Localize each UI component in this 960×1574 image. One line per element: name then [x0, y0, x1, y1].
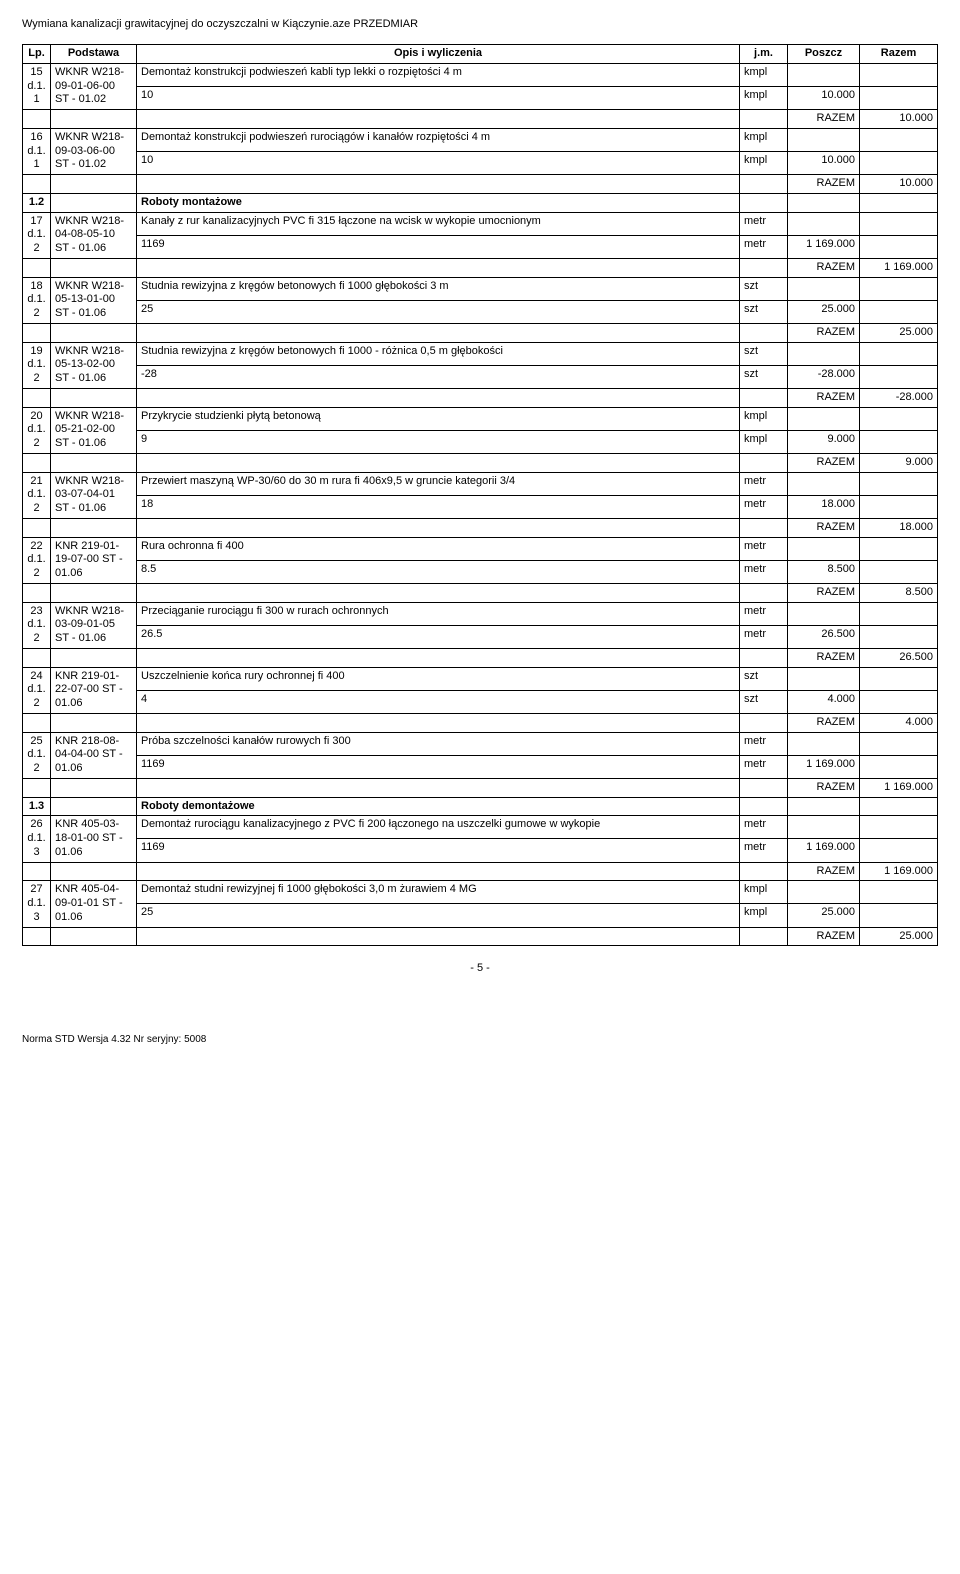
item-razem-row: RAZEM-28.000 [23, 388, 938, 407]
item-razem-row: RAZEM1 169.000 [23, 778, 938, 797]
item-row: 16 d.1. 1WKNR W218-09-03-06-00 ST - 01.0… [23, 128, 938, 151]
item-razem-row: RAZEM26.500 [23, 648, 938, 667]
item-row: 15 d.1. 1WKNR W218-09-01-06-00 ST - 01.0… [23, 63, 938, 86]
item-row: 24 d.1. 2KNR 219-01-22-07-00 ST - 01.06U… [23, 667, 938, 690]
col-poszcz: Poszcz [788, 45, 860, 64]
item-row: 18 d.1. 2WKNR W218-05-13-01-00 ST - 01.0… [23, 277, 938, 300]
col-jm: j.m. [740, 45, 788, 64]
item-razem-row: RAZEM8.500 [23, 583, 938, 602]
item-calc-row: 25szt25.000 [23, 300, 938, 323]
item-razem-row: RAZEM25.000 [23, 323, 938, 342]
item-calc-row: -28szt-28.000 [23, 365, 938, 388]
item-razem-row: RAZEM9.000 [23, 453, 938, 472]
item-calc-row: 4szt4.000 [23, 690, 938, 713]
item-row: 20 d.1. 2WKNR W218-05-21-02-00 ST - 01.0… [23, 407, 938, 430]
item-razem-row: RAZEM1 169.000 [23, 258, 938, 277]
header-right: PRZEDMIAR [353, 18, 418, 30]
section-row: 1.3Roboty demontażowe [23, 797, 938, 816]
item-calc-row: 18metr18.000 [23, 495, 938, 518]
item-row: 25 d.1. 2KNR 218-08-04-04-00 ST - 01.06P… [23, 732, 938, 755]
item-razem-row: RAZEM10.000 [23, 175, 938, 194]
item-razem-row: RAZEM25.000 [23, 927, 938, 946]
col-lp: Lp. [23, 45, 51, 64]
header-left: Wymiana kanalizacji grawitacyjnej do ocz… [22, 18, 350, 30]
col-basis: Podstawa [51, 45, 137, 64]
footer-text: Norma STD Wersja 4.32 Nr seryjny: 5008 [22, 1034, 938, 1045]
item-razem-row: RAZEM10.000 [23, 110, 938, 129]
estimate-table: Lp. Podstawa Opis i wyliczenia j.m. Posz… [22, 44, 938, 946]
item-row: 19 d.1. 2WKNR W218-05-13-02-00 ST - 01.0… [23, 342, 938, 365]
page-number: - 5 - [22, 962, 938, 974]
page-header: Wymiana kanalizacji grawitacyjnej do ocz… [22, 18, 938, 30]
item-calc-row: 10kmpl10.000 [23, 151, 938, 174]
section-row: 1.2Roboty montażowe [23, 193, 938, 212]
table-header-row: Lp. Podstawa Opis i wyliczenia j.m. Posz… [23, 45, 938, 64]
col-razem: Razem [860, 45, 938, 64]
col-desc: Opis i wyliczenia [137, 45, 740, 64]
item-calc-row: 9kmpl9.000 [23, 430, 938, 453]
item-calc-row: 10kmpl10.000 [23, 86, 938, 109]
item-calc-row: 8.5metr8.500 [23, 560, 938, 583]
item-row: 22 d.1. 2KNR 219-01-19-07-00 ST - 01.06R… [23, 537, 938, 560]
item-row: 27 d.1. 3KNR 405-04-09-01-01 ST - 01.06D… [23, 881, 938, 904]
item-calc-row: 26.5metr26.500 [23, 625, 938, 648]
item-razem-row: RAZEM1 169.000 [23, 862, 938, 881]
item-calc-row: 25kmpl25.000 [23, 904, 938, 927]
item-razem-row: RAZEM18.000 [23, 518, 938, 537]
item-calc-row: 1169metr1 169.000 [23, 235, 938, 258]
item-calc-row: 1169metr1 169.000 [23, 839, 938, 862]
item-row: 23 d.1. 2WKNR W218-03-09-01-05 ST - 01.0… [23, 602, 938, 625]
item-row: 26 d.1. 3KNR 405-03-18-01-00 ST - 01.06D… [23, 816, 938, 839]
item-row: 21 d.1. 2WKNR W218-03-07-04-01 ST - 01.0… [23, 472, 938, 495]
item-calc-row: 1169metr1 169.000 [23, 755, 938, 778]
item-row: 17 d.1. 2WKNR W218-04-08-05-10 ST - 01.0… [23, 212, 938, 235]
item-razem-row: RAZEM4.000 [23, 713, 938, 732]
